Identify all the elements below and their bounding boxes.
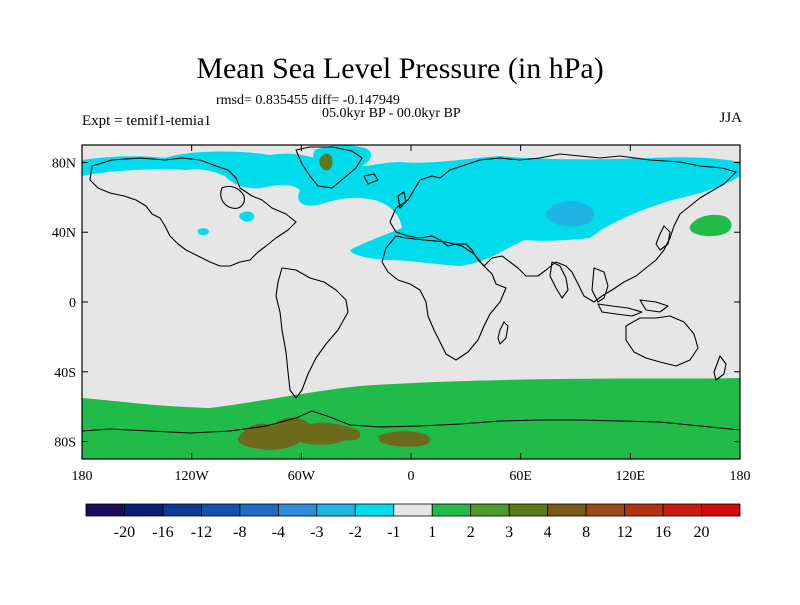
colorbar-tick-label: 1: [428, 524, 436, 541]
south-america-coastline: [275, 267, 349, 399]
colorbar-swatch: [431, 503, 472, 517]
season-label: JJA: [719, 110, 742, 126]
lon-tick-label: 120W: [175, 469, 210, 484]
lon-tick-label: 180: [730, 469, 751, 484]
lat-tick-label: 0: [69, 296, 76, 311]
period-label: 05.0kyr BP - 00.0kyr BP: [322, 106, 461, 121]
colorbar-swatch: [701, 503, 741, 517]
lat-tick-label: 40S: [54, 366, 76, 381]
colorbar-swatch: [124, 503, 164, 517]
colorbar-swatch: [201, 503, 241, 517]
colorbar-tick-label: 3: [505, 524, 513, 541]
colorbar-swatch: [277, 503, 318, 517]
map-title: Mean Sea Level Pressure (in hPa): [196, 52, 604, 85]
australia-coastline: [625, 315, 699, 367]
new-guinea-coastline: [639, 299, 669, 313]
colorbar-swatch: [585, 503, 625, 517]
colorbar-tick-label: -2: [349, 524, 362, 541]
greenland-olive-dipole: [319, 153, 333, 171]
colorbar-swatch: [85, 503, 125, 517]
iceland-coastline: [363, 173, 379, 185]
colorbar-tick-label: -20: [114, 524, 135, 541]
lon-tick-label: 0: [408, 469, 415, 484]
colorbar-tick-label: 2: [467, 524, 475, 541]
coastline-layer: [82, 146, 740, 434]
antarctic-brown-patch-east: [378, 431, 431, 447]
british-isles-coastline: [397, 191, 407, 209]
stats-line: rmsd= 0.835455 diff= -0.147949: [216, 93, 400, 108]
colorbar-swatch: [547, 503, 587, 517]
experiment-label: Expt = temif1-temia1: [82, 113, 212, 129]
africa-coastline: [381, 235, 507, 361]
colorbar-swatch: [393, 503, 433, 517]
colorbar-tick-label: 20: [694, 524, 710, 541]
colorbar-tick-label: -1: [387, 524, 400, 541]
colorbar-swatch: [162, 503, 202, 517]
north-pacific-green-high: [689, 214, 732, 237]
colorbar-swatch: [508, 503, 549, 517]
lon-tick-label: 60W: [288, 469, 316, 484]
colorbar-tick-label: -4: [272, 524, 285, 541]
southeast-asia-coastline: [591, 267, 609, 303]
colorbar-tick-label: 4: [544, 524, 552, 541]
colorbar-swatch: [316, 503, 356, 517]
map-panel: [81, 144, 741, 460]
north-atlantic-eurasia-cyan: [82, 151, 740, 266]
colorbar-tick-label: 16: [655, 524, 671, 541]
canada-cyan-spot-1: [239, 211, 255, 222]
madagascar-coastline: [497, 321, 509, 345]
lon-tick-label: 180: [72, 469, 93, 484]
colorbar-swatch: [470, 503, 510, 517]
lat-tick-label: 40N: [52, 226, 76, 241]
colorbar-swatch: [624, 503, 664, 517]
latitude-axis: 80N 40N 0 40S 80S: [52, 156, 740, 451]
colorbar-tick-label: 12: [617, 524, 633, 541]
lat-tick-label: 80N: [52, 156, 76, 171]
colorbar-swatch: [354, 503, 395, 517]
longitude-axis: 180 120W 60W 0 60E 120E 180: [72, 145, 751, 484]
colorbar-tick-label: -8: [233, 524, 246, 541]
new-zealand-coastline: [713, 355, 727, 381]
japan-coastline: [655, 225, 671, 251]
lat-tick-label: 80S: [54, 436, 76, 451]
colorbar-tick-label: -12: [191, 524, 212, 541]
lon-tick-label: 60E: [509, 469, 532, 484]
colorbar-tick-label: -3: [310, 524, 323, 541]
antarctica-coastline: [82, 410, 740, 434]
colorbar-swatch: [662, 503, 702, 517]
central-asia-blue-low: [546, 201, 595, 227]
shading-layer: [82, 145, 740, 459]
indonesia-coastline: [597, 303, 643, 317]
india-peninsula-coastline: [549, 261, 569, 299]
lon-tick-label: 120E: [616, 469, 646, 484]
north-america-coastline: [89, 157, 297, 267]
hudson-bay-outline: [220, 185, 245, 209]
greenland-coastline: [295, 146, 363, 189]
canada-cyan-spot-2: [197, 228, 209, 236]
colorbar-tick-label: -16: [152, 524, 173, 541]
colorbar-swatch: [239, 503, 279, 517]
colorbar-tick-label: 8: [582, 524, 590, 541]
colorbar: -20 -16 -12 -8 -4 -3 -2 -1 1 2 3 4 8 12 16 20: [85, 503, 741, 541]
